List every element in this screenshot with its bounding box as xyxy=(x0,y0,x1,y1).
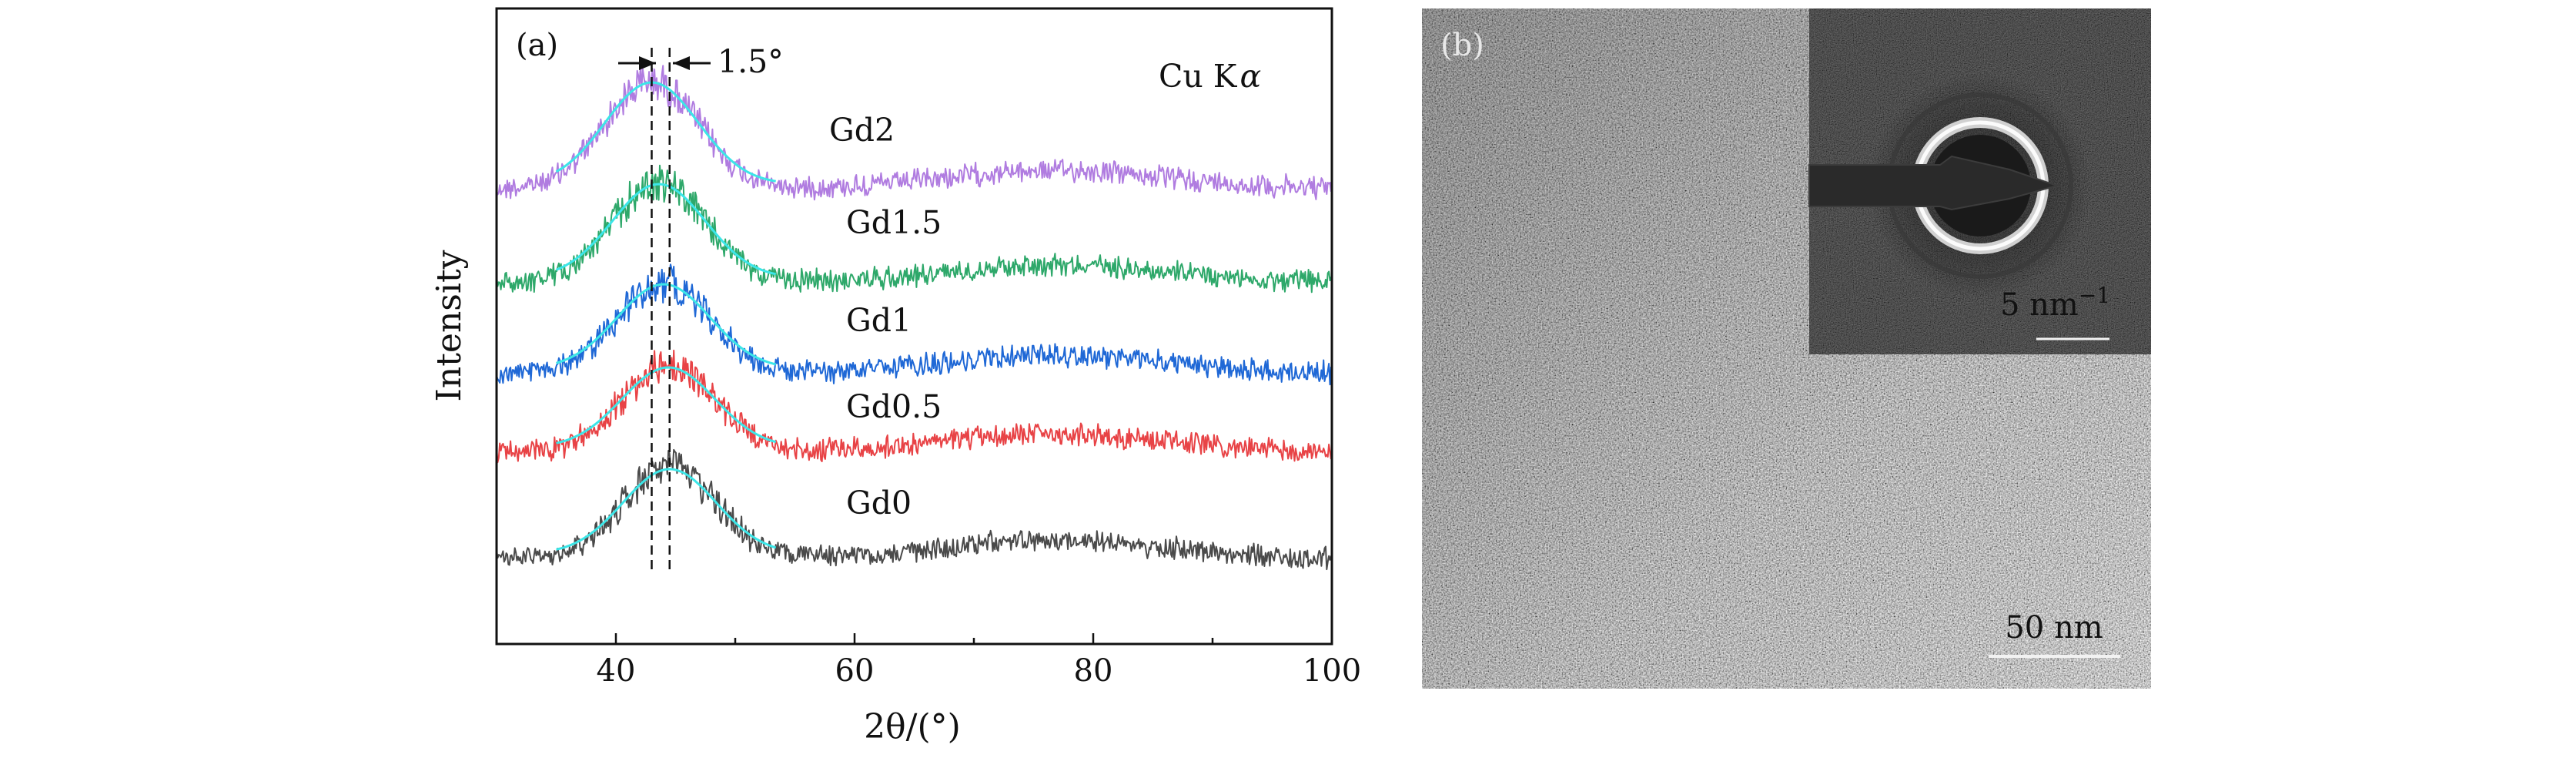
series-label-gd0-5: Gd0.5 xyxy=(846,388,942,425)
xrd-trace-gd0 xyxy=(496,448,1332,571)
x-tick-label: 80 xyxy=(1074,653,1113,689)
tem-panel: (b) 5 nm−1 50 nm xyxy=(1422,8,2151,689)
x-tick-label: 100 xyxy=(1303,653,1361,689)
x-axis-label: 2θ/(°) xyxy=(864,707,961,746)
xrd-trace-gd2 xyxy=(496,65,1332,201)
gaussian-fit-gd1-5 xyxy=(555,183,777,276)
panel-b-label: (b) xyxy=(1440,28,1484,63)
inset-scale-label: 5 nm−1 xyxy=(2000,283,2110,323)
x-axis-ticks: 40 60 80 100 xyxy=(495,633,1361,689)
gaussian-fit-layer xyxy=(555,81,777,551)
series-label-gd1: Gd1 xyxy=(846,302,912,339)
peak-shift-annotation: 1.5° xyxy=(618,43,784,80)
xrd-trace-gd1-5 xyxy=(496,164,1332,293)
panel-a-label: (a) xyxy=(516,28,558,63)
inset-scale-power: −1 xyxy=(2079,283,2110,308)
saed-inset: 5 nm−1 xyxy=(1808,8,2151,354)
reference-dashed-lines xyxy=(651,48,671,572)
xrd-trace-gd1 xyxy=(496,263,1332,386)
gaussian-fit-gd0-5 xyxy=(556,366,777,444)
left-arrowhead xyxy=(639,56,656,70)
xrd-trace-gd0-5 xyxy=(496,349,1332,464)
right-arrowhead xyxy=(673,56,690,70)
series-labels: Gd2 Gd1.5 Gd1 Gd0.5 Gd0 xyxy=(829,112,942,522)
gaussian-fit-gd2 xyxy=(555,81,776,183)
radiation-label: Cu Kα xyxy=(1159,58,1261,95)
beam-stopper xyxy=(1808,155,2060,211)
radiation-greek: α xyxy=(1239,58,1261,95)
xrd-panel: 40 60 80 100 (a) Cu Kα 1.5° Gd2 Gd1.5 Gd1 Gd0.… xyxy=(430,7,1361,746)
plot-frame xyxy=(495,7,1333,646)
y-axis-label: Intensity xyxy=(430,250,469,401)
series-label-gd0: Gd0 xyxy=(846,485,912,522)
radiation-source: Cu K xyxy=(1159,58,1238,95)
xrd-series-layer xyxy=(496,65,1332,571)
inset-scale-value: 5 nm xyxy=(2000,287,2079,323)
x-tick-label: 40 xyxy=(597,653,636,689)
gaussian-fit-gd0 xyxy=(556,468,777,551)
peak-shift-value: 1.5° xyxy=(718,43,784,80)
main-scale-label: 50 nm xyxy=(2005,610,2103,646)
series-label-gd2: Gd2 xyxy=(829,112,895,149)
gaussian-fit-gd1 xyxy=(556,283,777,366)
series-label-gd1-5: Gd1.5 xyxy=(846,204,942,241)
x-tick-label: 60 xyxy=(835,653,875,689)
